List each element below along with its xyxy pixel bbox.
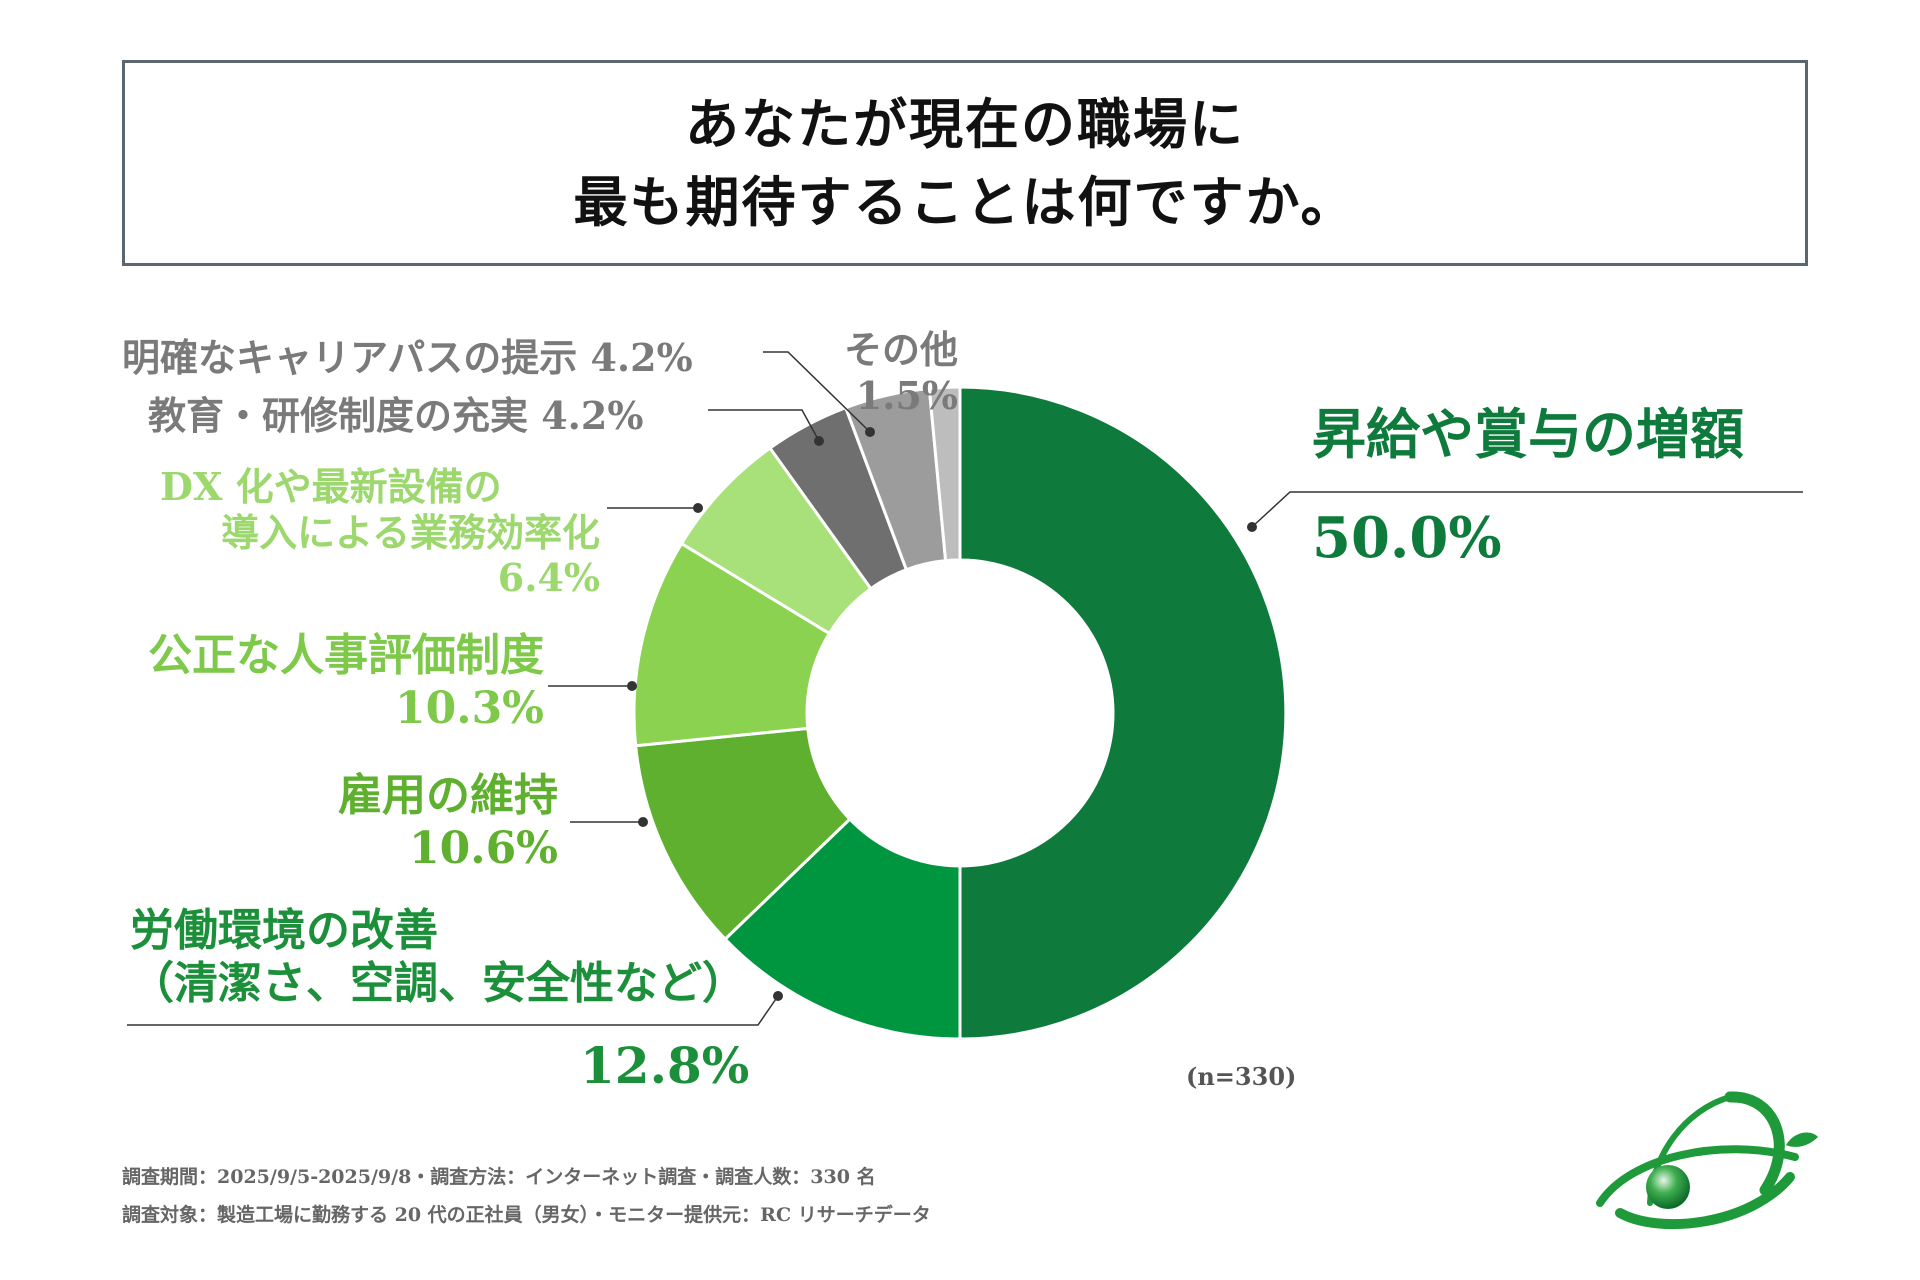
label-s8: その他 1.5%: [838, 327, 958, 418]
leader-dot-s6: [814, 436, 824, 446]
leader-dot-s4: [627, 681, 637, 691]
company-logo: [1596, 1091, 1818, 1230]
donut-slice-2: [723, 817, 962, 1041]
donut-slice-3: [634, 726, 852, 942]
leader-line-s6: [708, 409, 820, 442]
leader-dot-s5: [693, 503, 703, 513]
footer-line-2: 調査対象：製造工場に勤務する 20 代の正社員（男女）・モニター提供元：RC リ…: [122, 1204, 931, 1226]
title-line-1: あなたが現在の職場に: [685, 92, 1245, 156]
label-s6: 教育・研修制度の充実 4.2%: [148, 393, 644, 438]
leader-dot-s7: [865, 427, 875, 437]
donut-slice-8: [927, 385, 962, 563]
label-s4-name: 公正な人事評価制度: [148, 630, 544, 681]
label-s7: 明確なキャリアパスの提示 4.2%: [122, 335, 693, 380]
leader-line-s7: [763, 351, 871, 433]
donut-slice-1: [958, 385, 1288, 1041]
label-s1-value: 50.0%: [1312, 505, 1502, 571]
label-s4-value: 10.3%: [395, 682, 544, 734]
leader-line-s1: [1251, 491, 1803, 528]
label-s5-name-line2: 導入による業務効率化: [221, 509, 600, 555]
label-s5-value: 6.4%: [497, 555, 600, 601]
leader-dot-s1: [1247, 522, 1257, 532]
label-s3: 雇用の維持 10.6%: [328, 770, 558, 876]
label-s2: 労働環境の改善 （清潔さ、空調、安全性など）: [130, 905, 746, 1011]
label-s1-name: 昇給や賞与の増額: [1312, 402, 1744, 466]
title-line-2: 最も期待することは何ですか。: [573, 170, 1357, 234]
label-s8-name: その他: [843, 327, 958, 372]
label-s2-name-line1: 労働環境の改善: [130, 905, 438, 956]
label-s3-name: 雇用の維持: [338, 770, 558, 821]
label-s2-value: 12.8%: [580, 1036, 750, 1095]
leader-line-s2: [127, 995, 779, 1026]
label-s1: 昇給や賞与の増額: [1312, 402, 1744, 467]
label-s2-name-line2: （清潔さ、空調、安全性など）: [130, 957, 746, 1009]
leader-dot-s2: [773, 991, 783, 1001]
label-s8-value: 1.5%: [855, 372, 958, 418]
sample-size-note: (n=330): [1186, 1062, 1297, 1091]
leader-dot-s3: [638, 817, 648, 827]
label-s5: DX 化や最新設備の 導入による業務効率化 6.4%: [160, 464, 600, 601]
label-s5-name-line1: DX 化や最新設備の: [160, 464, 502, 509]
label-s4: 公正な人事評価制度 10.3%: [130, 630, 544, 736]
label-s3-value: 10.6%: [409, 822, 558, 874]
title-box: あなたが現在の職場に 最も期待することは何ですか。: [122, 60, 1808, 266]
footer-line-1: 調査期間：2025/9/5-2025/9/8・調査方法：インターネット調査・調査…: [122, 1166, 876, 1188]
